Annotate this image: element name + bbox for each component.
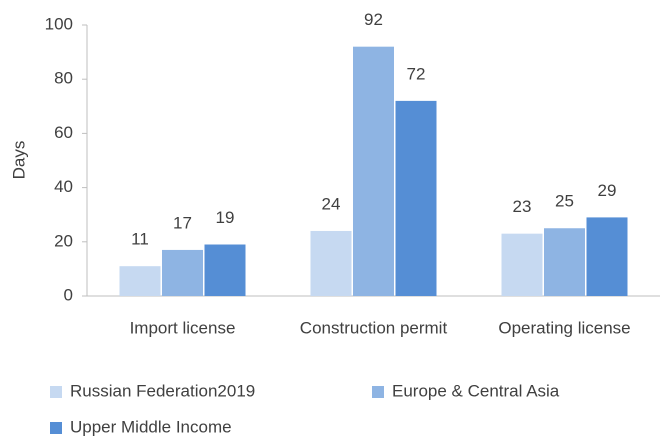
- bar: [119, 266, 161, 296]
- data-label: 23: [513, 197, 532, 216]
- bar: [544, 228, 585, 296]
- legend-swatch: [50, 386, 62, 398]
- bar: [204, 244, 246, 296]
- data-label: 17: [173, 213, 192, 232]
- legend-label: Upper Middle Income: [70, 417, 232, 436]
- bar: [395, 100, 437, 296]
- data-label: 11: [131, 230, 149, 249]
- x-tick-label: Import license: [130, 318, 236, 337]
- y-tick-label: 0: [64, 285, 73, 304]
- y-tick-label: 40: [54, 177, 73, 196]
- data-label: 24: [322, 194, 341, 213]
- x-tick-label: Operating license: [498, 318, 630, 337]
- bar: [353, 46, 394, 297]
- bar: [501, 233, 543, 296]
- y-axis-label: Days: [9, 141, 28, 180]
- data-label: 92: [364, 10, 383, 29]
- bar: [310, 230, 352, 296]
- bar: [162, 249, 203, 296]
- data-label: 19: [216, 208, 235, 227]
- y-tick-label: 80: [54, 69, 73, 88]
- data-label: 29: [598, 181, 617, 200]
- legend-swatch: [50, 422, 62, 434]
- data-label: 25: [555, 192, 574, 211]
- legend-label: Russian Federation2019: [70, 381, 255, 400]
- data-label: 72: [407, 64, 426, 83]
- y-tick-label: 60: [54, 123, 73, 142]
- y-tick-label: 100: [45, 14, 73, 33]
- legend-swatch: [372, 386, 384, 398]
- x-tick-label: Construction permit: [300, 318, 448, 337]
- bar: [586, 217, 628, 296]
- legend-label: Europe & Central Asia: [392, 381, 560, 400]
- y-tick-label: 20: [54, 231, 73, 250]
